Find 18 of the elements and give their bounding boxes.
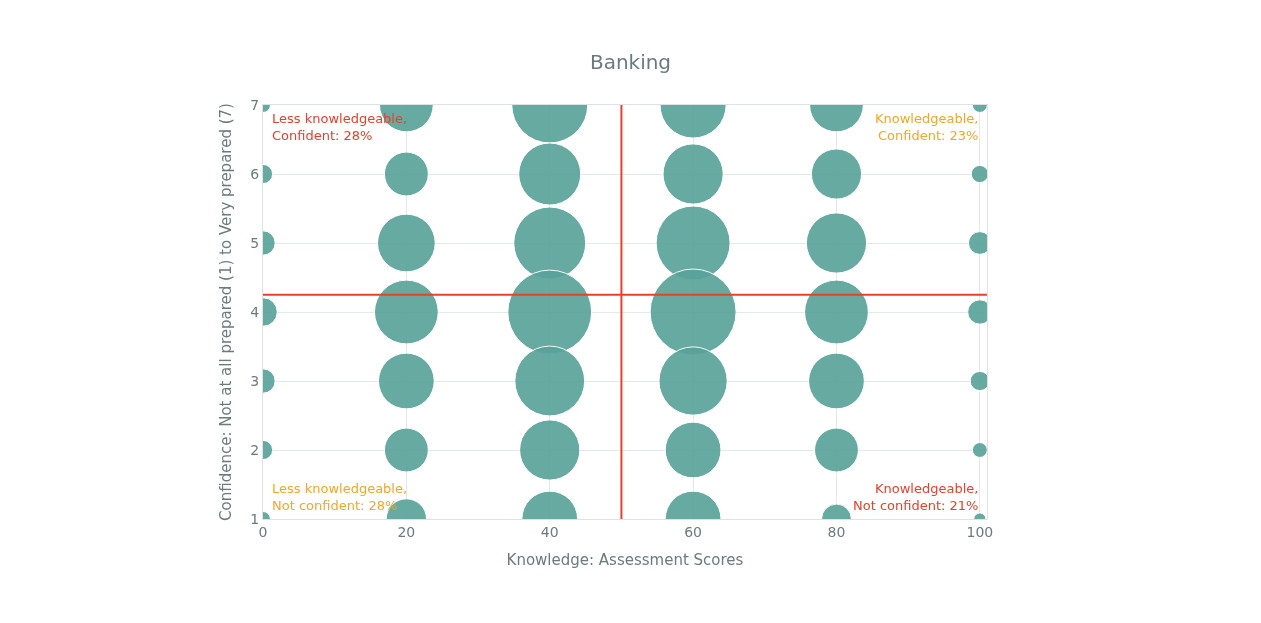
y-tick-label: 2 xyxy=(250,441,260,458)
x-tick-label: 40 xyxy=(540,523,559,540)
x-tick-label: 60 xyxy=(684,523,703,540)
x-tick-label: 20 xyxy=(397,523,416,540)
y-tick-label: 4 xyxy=(250,303,260,320)
x-tick-label: 0 xyxy=(258,523,268,540)
annotation: Knowledgeable, Confident: 23% xyxy=(875,111,979,143)
x-tick-label: 80 xyxy=(827,523,846,540)
y-tick-label: 1 xyxy=(250,510,260,527)
annotation: Knowledgeable, Not confident: 21% xyxy=(853,481,979,513)
y-tick-label: 5 xyxy=(250,234,260,251)
y-tick-label: 3 xyxy=(250,372,260,389)
x-tick-label: 100 xyxy=(966,523,994,540)
chart-title: Banking xyxy=(589,50,672,75)
y-axis-title: Confidence: Not at all prepared (1) to Very prepared (7) xyxy=(216,103,235,521)
y-tick-label: 7 xyxy=(250,96,260,113)
x-axis-title: Knowledge: Assessment Scores xyxy=(506,550,744,569)
y-tick-label: 6 xyxy=(250,165,260,182)
